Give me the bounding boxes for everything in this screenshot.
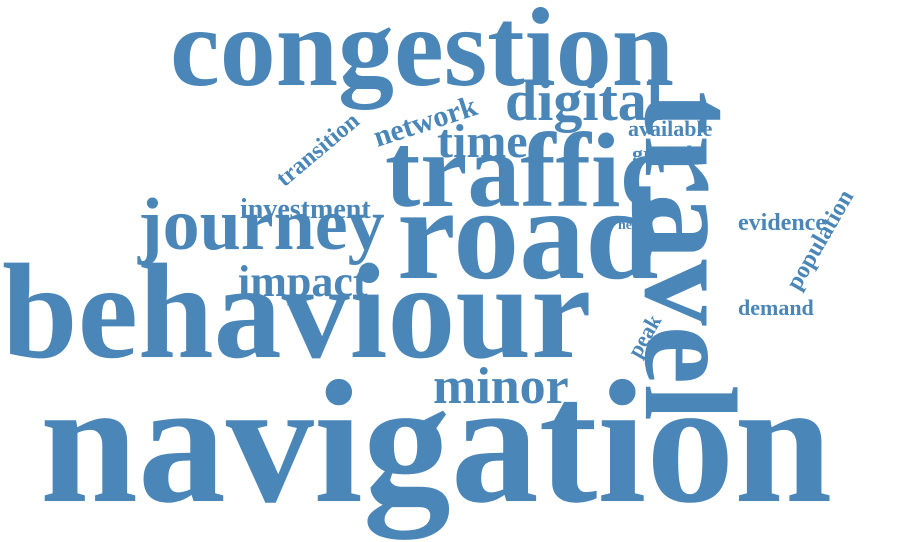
word-investment: investment [240, 194, 371, 225]
word-journey: journey [138, 184, 385, 266]
word-navigation: navigation [40, 345, 833, 540]
word-traffic: traffic [385, 112, 668, 229]
word-time: time [437, 115, 528, 168]
word-impact: impact [238, 257, 368, 306]
word-need: need [618, 218, 646, 233]
word-available: available [628, 116, 713, 141]
word-growth: growth [632, 141, 699, 166]
word-minor: minor [433, 358, 569, 415]
word-behaviour: behaviour [2, 237, 592, 387]
word-congestion: congestion [170, 0, 674, 110]
word-road: road [397, 160, 659, 307]
word-transition: transition [271, 107, 365, 193]
word-digital: digital [505, 68, 663, 133]
word-evidence: evidence [738, 210, 826, 236]
word-population: population [781, 185, 860, 295]
word-demand: demand [738, 295, 814, 320]
